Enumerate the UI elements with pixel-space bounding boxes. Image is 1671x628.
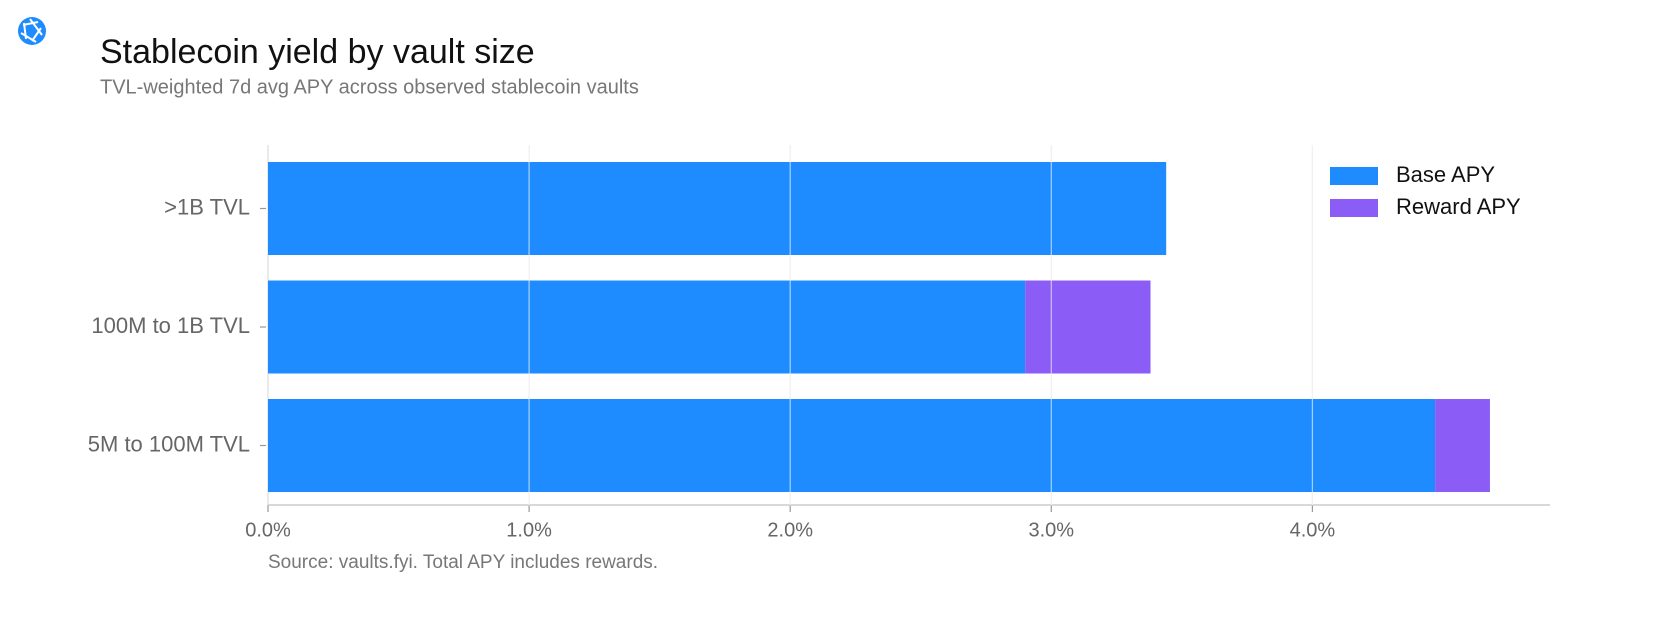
legend-swatch (1330, 199, 1378, 217)
bar-segment (1025, 280, 1151, 374)
chart-title: Stablecoin yield by vault size (100, 33, 535, 71)
x-tick-label: 1.0% (506, 519, 552, 541)
logo (18, 17, 46, 45)
bar-segment (1435, 399, 1490, 492)
x-tick-label: 3.0% (1029, 519, 1075, 541)
x-tick-label: 2.0% (767, 519, 813, 541)
source-note: Source: vaults.fyi. Total APY includes r… (268, 552, 658, 573)
bar-segment (268, 399, 1436, 492)
legend-label: Base APY (1396, 162, 1495, 187)
bar-segment (268, 280, 1026, 374)
legend-swatch (1330, 167, 1378, 185)
bar-segment (268, 162, 1167, 255)
y-tick-label: 100M to 1B TVL (91, 313, 250, 338)
x-tick-label: 4.0% (1290, 519, 1336, 541)
y-tick-label: 5M to 100M TVL (88, 431, 250, 456)
y-tick-label: >1B TVL (164, 194, 250, 219)
legend-label: Reward APY (1396, 194, 1521, 219)
chart-subtitle: TVL-weighted 7d avg APY across observed … (100, 76, 639, 98)
x-tick-label: 0.0% (245, 519, 291, 541)
